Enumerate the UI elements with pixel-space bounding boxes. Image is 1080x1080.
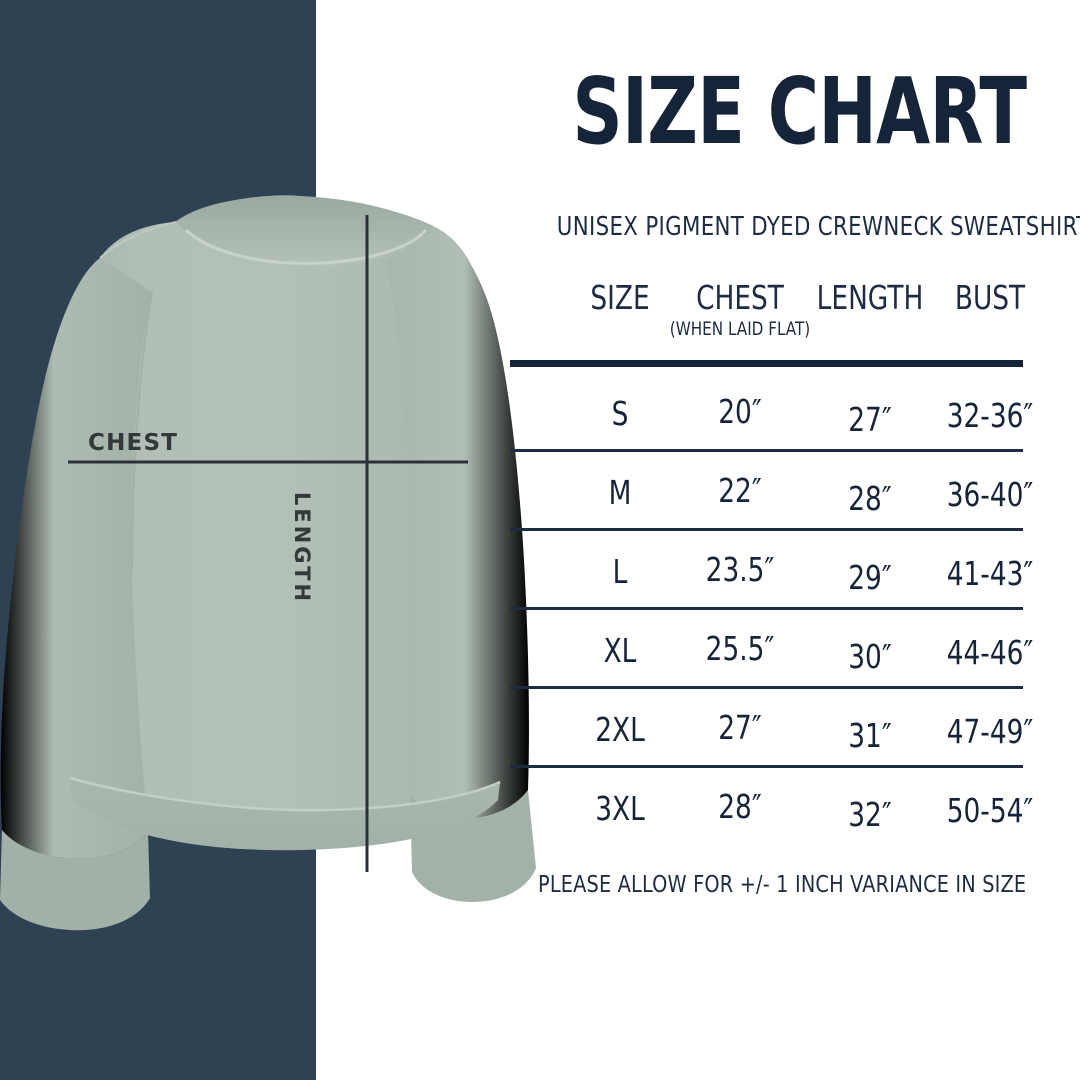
row-divider xyxy=(510,765,1023,768)
table-header-row: SIZE CHEST LENGTH BUST (WHEN LAID FLAT) xyxy=(500,278,1060,340)
column-header-size: SIZE xyxy=(590,278,650,317)
cell-size: XL xyxy=(603,631,637,670)
left-sleeve-seam xyxy=(131,291,153,571)
cell-chest: 23.5″ xyxy=(705,550,775,589)
cell-length: 31″ xyxy=(848,716,892,755)
cell-bust: 44-46″ xyxy=(946,633,1034,672)
table-row: XL 25.5″ 30″ 44-46″ xyxy=(500,607,1060,686)
table-row: M 22″ 28″ 36-40″ xyxy=(500,449,1060,528)
cell-length: 27″ xyxy=(848,400,892,439)
garment-hem-band xyxy=(70,778,500,851)
cell-bust: 36-40″ xyxy=(946,475,1034,514)
column-header-bust: BUST xyxy=(954,278,1026,317)
cell-chest: 20″ xyxy=(718,392,762,431)
header-rule xyxy=(510,360,1023,367)
garment-body xyxy=(63,195,507,851)
cell-chest: 22″ xyxy=(718,471,762,510)
page-title: SIZE CHART xyxy=(572,58,1027,165)
size-table: SIZE CHEST LENGTH BUST (WHEN LAID FLAT) … xyxy=(500,278,1060,834)
cell-length: 32″ xyxy=(848,795,892,834)
cell-size: 2XL xyxy=(595,710,645,749)
garment-illustration: CHEST LENGTH xyxy=(0,195,536,931)
garment-left-cuff xyxy=(0,830,150,931)
length-label: LENGTH xyxy=(290,492,314,605)
cell-chest: 27″ xyxy=(718,708,762,747)
row-divider xyxy=(510,686,1023,689)
row-divider xyxy=(510,528,1023,531)
cell-length: 29″ xyxy=(848,558,892,597)
cell-size: 3XL xyxy=(595,789,645,828)
cell-length: 30″ xyxy=(848,637,892,676)
row-divider xyxy=(510,449,1023,452)
cell-size: S xyxy=(611,394,629,433)
table-row: S 20″ 27″ 32-36″ xyxy=(500,370,1060,449)
sweatshirt-svg xyxy=(0,195,536,931)
hem-seam xyxy=(69,776,501,812)
cell-bust: 32-36″ xyxy=(946,396,1034,435)
cell-length: 28″ xyxy=(848,479,892,518)
table-row: 3XL 28″ 32″ 50-54″ xyxy=(500,765,1060,844)
row-divider xyxy=(510,607,1023,610)
cell-chest: 28″ xyxy=(718,787,762,826)
left-shoulder-seam xyxy=(99,221,177,259)
cell-size: L xyxy=(612,552,628,591)
cell-chest: 25.5″ xyxy=(705,629,775,668)
chest-label: CHEST xyxy=(88,430,179,456)
page-subtitle: UNISEX PIGMENT DYED CREWNECK SWEATSHIRT xyxy=(556,212,1080,242)
cell-bust: 50-54″ xyxy=(946,791,1034,830)
table-row: L 23.5″ 29″ 41-43″ xyxy=(500,528,1060,607)
chest-note: (WHEN LAID FLAT) xyxy=(669,318,811,340)
collar-seam xyxy=(184,228,428,265)
cell-bust: 41-43″ xyxy=(946,554,1034,593)
chart-content: SIZE CHART UNISEX PIGMENT DYED CREWNECK … xyxy=(500,0,1080,1080)
garment-left-sleeve xyxy=(0,258,152,859)
column-header-length: LENGTH xyxy=(816,278,924,317)
table-body: S 20″ 27″ 32-36″ M 22″ 28″ 36-40″ L 23.5… xyxy=(500,370,1060,844)
column-header-chest: CHEST xyxy=(696,278,784,317)
cell-bust: 47-49″ xyxy=(946,712,1034,751)
table-row: 2XL 27″ 31″ 47-49″ xyxy=(500,686,1060,765)
variance-note: PLEASE ALLOW FOR +/- 1 INCH VARIANCE IN … xyxy=(538,872,1027,898)
cell-size: M xyxy=(608,473,632,512)
garment-right-sleeve xyxy=(386,228,529,819)
